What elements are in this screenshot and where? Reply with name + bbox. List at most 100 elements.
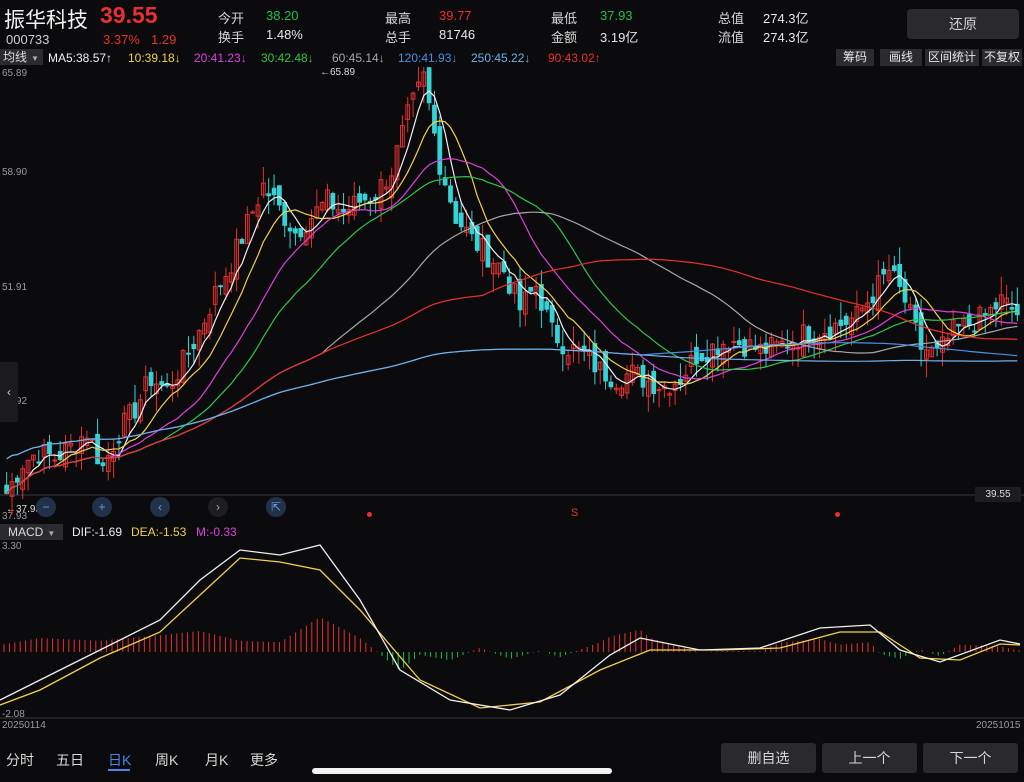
stat-label: 换手 bbox=[218, 30, 245, 45]
candle-body bbox=[260, 182, 266, 196]
stat-value: 274.3亿 bbox=[763, 30, 809, 45]
candle-body bbox=[790, 342, 796, 351]
chart-tool-button[interactable]: 区间统计 bbox=[925, 49, 979, 66]
candle-body bbox=[63, 443, 68, 468]
fullscreen-button[interactable]: ⇱ bbox=[266, 497, 286, 517]
candle-body bbox=[271, 187, 277, 196]
candle-body bbox=[239, 238, 245, 244]
ma-value: 20:41.23↓ bbox=[194, 51, 247, 65]
moving-average-line bbox=[6, 175, 1018, 494]
candle-body bbox=[191, 343, 197, 350]
zoom-in-button[interactable]: + bbox=[92, 497, 112, 517]
ma-indicator-bar: 均线 ▼ MA5:38.57↑ 10:39.18↓ 20:41.23↓ 30:42.48… bbox=[0, 48, 1024, 67]
candle-body bbox=[528, 286, 534, 292]
price-axis-label: 51.91 bbox=[2, 282, 28, 293]
stat-label: 流值 bbox=[718, 30, 745, 45]
candle-body bbox=[25, 459, 31, 474]
stat-value: 274.3亿 bbox=[763, 11, 809, 26]
macd-dropdown[interactable]: MACD ▼ bbox=[0, 524, 63, 540]
candle-body bbox=[277, 185, 282, 206]
kline-chart[interactable] bbox=[0, 67, 1024, 517]
chart-tool-button[interactable]: 筹码 bbox=[836, 49, 874, 66]
candle-body bbox=[437, 126, 443, 175]
chart-tool-button[interactable]: 画线 bbox=[880, 49, 922, 66]
candle-body bbox=[758, 343, 764, 354]
candle-body bbox=[608, 381, 614, 388]
tab-period[interactable]: 更多 bbox=[250, 752, 278, 768]
candle-body bbox=[517, 278, 523, 311]
stat-label: 金额 bbox=[551, 30, 578, 45]
side-panel-handle[interactable]: ‹ bbox=[0, 362, 18, 422]
low-annotation: ←37.93 bbox=[6, 504, 42, 515]
candle-body bbox=[480, 238, 485, 262]
candle-body bbox=[127, 404, 133, 420]
macd-chart[interactable] bbox=[0, 540, 1024, 720]
candle-body bbox=[218, 285, 223, 288]
restore-button[interactable]: 还原 bbox=[907, 9, 1019, 39]
high-annotation: ←65.89 bbox=[320, 67, 356, 78]
candle-body bbox=[105, 455, 111, 472]
candle-body bbox=[405, 104, 411, 120]
macd-axis-top: 3.30 bbox=[2, 541, 22, 552]
candle-body bbox=[148, 371, 154, 387]
candle-body bbox=[512, 283, 518, 294]
signal-sell-marker: S bbox=[571, 507, 579, 519]
candle-body bbox=[143, 376, 149, 392]
candle-body bbox=[410, 92, 416, 100]
candle-body bbox=[870, 296, 876, 304]
tab-period[interactable]: 周K bbox=[155, 752, 179, 768]
candle-body bbox=[988, 306, 993, 317]
candle-body bbox=[14, 477, 20, 483]
tab-period[interactable]: 分时 bbox=[6, 752, 34, 768]
chart-tool-button[interactable]: 不复权 bbox=[982, 49, 1022, 66]
scroll-left-button[interactable]: ‹ bbox=[150, 497, 170, 517]
candle-body bbox=[1004, 297, 1010, 304]
zoom-out-button[interactable]: − bbox=[36, 497, 56, 517]
candle-body bbox=[913, 304, 919, 323]
candle-body bbox=[298, 228, 304, 238]
candle-body bbox=[645, 380, 651, 397]
candle-body bbox=[228, 272, 234, 283]
macd-axis-bottom: -2.08 bbox=[2, 709, 25, 720]
candle-body bbox=[362, 193, 368, 201]
tab-period[interactable]: 月K bbox=[205, 752, 229, 768]
previous-stock-button[interactable]: 上一个 bbox=[822, 743, 917, 773]
moving-average-line bbox=[6, 120, 1018, 494]
candle-body bbox=[619, 387, 624, 396]
candle-body bbox=[132, 402, 138, 419]
candle-body bbox=[966, 314, 972, 327]
candle-body bbox=[180, 350, 186, 383]
tab-period[interactable]: 日K bbox=[108, 752, 132, 768]
candle-body bbox=[875, 275, 881, 312]
macd-dif: DIF:-1.69 bbox=[72, 525, 123, 539]
candle-body bbox=[223, 275, 229, 295]
price-axis-label: 58.90 bbox=[2, 167, 28, 178]
candle-body bbox=[282, 201, 288, 226]
ma-dropdown[interactable]: 均线 ▼ bbox=[0, 49, 43, 65]
candle-body bbox=[704, 357, 710, 363]
stat-value: 81746 bbox=[439, 27, 476, 42]
candle-body bbox=[859, 307, 865, 312]
candle-body bbox=[202, 322, 207, 335]
candle-body bbox=[335, 209, 341, 214]
candle-body bbox=[121, 412, 127, 437]
next-stock-button[interactable]: 下一个 bbox=[923, 743, 1018, 773]
candle-body bbox=[383, 186, 389, 190]
candle-body bbox=[688, 354, 694, 367]
remove-watchlist-button[interactable]: 删自选 bbox=[721, 743, 816, 773]
candle-body bbox=[993, 302, 999, 310]
macd-indicator-bar: MACD ▼ DIF:-1.69 DEA:-1.53 M:-0.33 bbox=[0, 523, 400, 540]
tab-period[interactable]: 五日 bbox=[56, 752, 84, 768]
stat-label: 总值 bbox=[718, 11, 745, 26]
ma-value: 120:41.93↓ bbox=[398, 51, 458, 65]
candle-body bbox=[448, 185, 453, 203]
candle-body bbox=[972, 330, 977, 333]
price-axis-label: 65.89 bbox=[2, 68, 28, 79]
candle-body bbox=[833, 322, 838, 335]
stat-label: 最高 bbox=[385, 11, 412, 26]
candle-body bbox=[250, 211, 256, 214]
candle-body bbox=[694, 346, 699, 365]
moving-average-line bbox=[6, 211, 1018, 494]
scroll-right-button[interactable]: › bbox=[208, 497, 228, 517]
signal-dot bbox=[367, 512, 372, 517]
